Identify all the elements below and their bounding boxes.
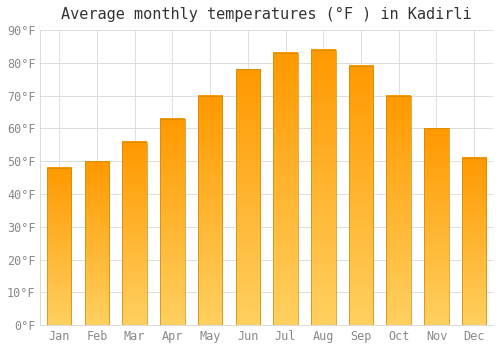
Bar [462, 158, 486, 325]
Bar [424, 128, 448, 325]
Bar [84, 161, 109, 325]
Bar [160, 119, 184, 325]
Bar [274, 53, 298, 325]
Bar [47, 168, 72, 325]
Bar [198, 96, 222, 325]
Bar [236, 69, 260, 325]
Title: Average monthly temperatures (°F ) in Kadirli: Average monthly temperatures (°F ) in Ka… [62, 7, 472, 22]
Bar [386, 96, 411, 325]
Bar [311, 50, 336, 325]
Bar [122, 141, 147, 325]
Bar [348, 66, 374, 325]
